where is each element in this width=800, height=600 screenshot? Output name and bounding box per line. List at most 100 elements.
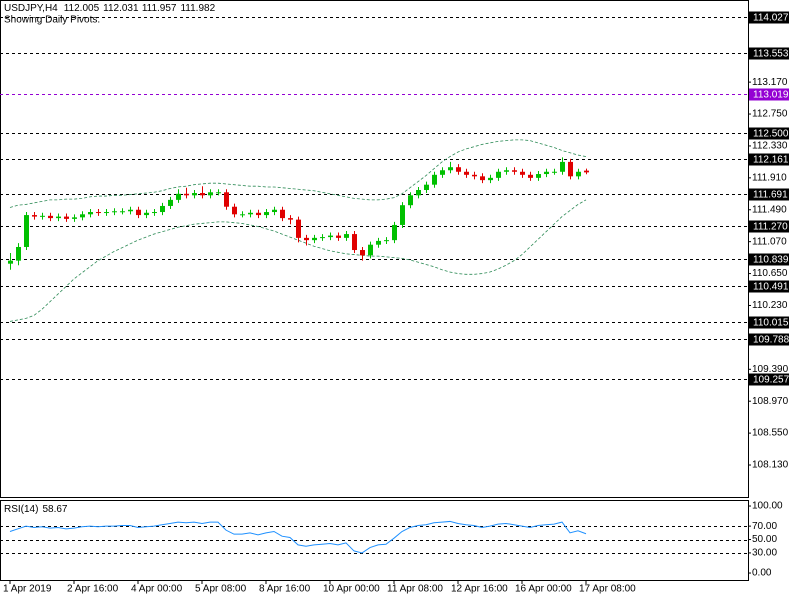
pivot-label: 112.500: [753, 129, 789, 140]
candle-body: [392, 224, 397, 241]
pivot-label-box: [749, 373, 789, 386]
candle-body: [232, 206, 237, 215]
candle-body: [504, 170, 509, 172]
candle-body: [80, 214, 85, 218]
candle-body: [584, 170, 589, 173]
y-tick-label: 100.00: [752, 501, 783, 512]
candle-body: [64, 216, 69, 219]
rsi-title: RSI(14): [4, 504, 38, 515]
x-tick-label: 10 Apr 00:00: [323, 584, 380, 595]
candle-body: [536, 174, 541, 178]
pivot-label: 109.788: [753, 335, 790, 346]
pivot-label: 110.491: [753, 282, 789, 293]
candle-body: [88, 212, 93, 215]
pivot-label-box: [749, 88, 789, 101]
rsi-last-value: 58.67: [42, 504, 67, 515]
candle-body: [304, 237, 309, 241]
candle-body: [160, 205, 165, 213]
candle-body: [424, 184, 429, 191]
candle-body: [552, 171, 557, 173]
y-tick-label: 113.170: [752, 77, 788, 88]
candle-body: [216, 192, 221, 194]
candle-body: [400, 205, 405, 225]
candle-body: [120, 211, 125, 213]
header-close: 111.982: [180, 3, 215, 14]
candle-body: [208, 192, 213, 196]
candle-body: [368, 244, 373, 256]
x-tick-label: 1 Apr 2019: [3, 584, 52, 595]
header-low: 111.957: [142, 3, 177, 14]
main-panel-frame: [0, 0, 749, 498]
candle-body: [376, 240, 381, 245]
header-high: 112.031: [103, 3, 139, 14]
candle-body: [472, 174, 477, 177]
x-tick-label: 12 Apr 16:00: [451, 584, 508, 595]
candle-body: [104, 212, 109, 214]
candle-body: [464, 171, 469, 175]
candle-body: [136, 209, 141, 216]
pivot-label-box: [749, 11, 789, 24]
candle-body: [72, 217, 77, 219]
candle-body: [432, 174, 437, 185]
candle-body: [192, 193, 197, 196]
candle-body: [184, 193, 189, 196]
x-tick-label: 5 Apr 08:00: [195, 584, 247, 595]
candle-body: [560, 161, 565, 172]
candle-body: [320, 237, 325, 239]
pivot-label: 111.691: [753, 190, 788, 201]
y-tick-label: 110.230: [752, 300, 788, 311]
y-tick-label: 70.00: [752, 521, 777, 532]
candle-body: [168, 199, 173, 206]
x-tick-label: 4 Apr 00:00: [131, 584, 183, 595]
rsi-header: RSI(14) 58.67: [4, 504, 68, 515]
candle-body: [296, 219, 301, 238]
candle-body: [512, 170, 517, 172]
candle-body: [144, 212, 149, 216]
candle-body: [448, 167, 453, 171]
candle-body: [240, 214, 245, 216]
x-tick-label: 17 Apr 08:00: [579, 584, 636, 595]
candle-body: [352, 234, 357, 251]
pivot-label: 112.161: [753, 155, 789, 166]
candle-body: [128, 209, 133, 212]
candle-body: [48, 215, 53, 219]
y-tick-label: 108.550: [752, 428, 789, 439]
candle-body: [32, 215, 37, 217]
y-tick-label: 0.00: [752, 568, 772, 579]
y-tick-label: 111.490: [752, 204, 787, 215]
candle-body: [312, 237, 317, 241]
candle-body: [480, 176, 485, 181]
candle-body: [360, 250, 365, 256]
pivot-label: 110.015: [753, 318, 789, 329]
candle-body: [152, 212, 157, 214]
candle-body: [248, 212, 253, 215]
x-tick-label: 8 Apr 16:00: [259, 584, 311, 595]
candle-body: [264, 212, 269, 216]
pivot-label-box: [749, 188, 789, 201]
rsi-line: [9, 520, 587, 554]
candle-body: [224, 192, 229, 207]
candle-body: [440, 170, 445, 175]
y-tick-label: 111.070: [752, 236, 787, 247]
y-tick-label: 109.390: [752, 364, 789, 375]
bollinger-band: [9, 199, 587, 322]
pivot-label-box: [749, 47, 789, 60]
pivot-label: 113.553: [753, 49, 789, 60]
y-tick-label: 112.330: [752, 141, 788, 152]
candle-body: [528, 174, 533, 178]
pivot-label: 109.257: [753, 375, 790, 386]
symbol: USDJPY,H4: [4, 3, 58, 14]
pivot-label-box: [749, 220, 789, 233]
candle-body: [328, 235, 333, 238]
y-tick-label: 30.00: [752, 548, 777, 559]
candle-body: [200, 193, 205, 196]
y-tick-label: 112.750: [752, 109, 788, 120]
pivot-label: 111.270: [753, 222, 788, 233]
y-tick-label: 108.130: [752, 460, 789, 471]
x-tick-label: 16 Apr 00:00: [515, 584, 572, 595]
candle-body: [384, 240, 389, 242]
candle-body: [280, 209, 285, 219]
candle-body: [96, 212, 101, 214]
pivot-label: 110.839: [753, 255, 789, 266]
